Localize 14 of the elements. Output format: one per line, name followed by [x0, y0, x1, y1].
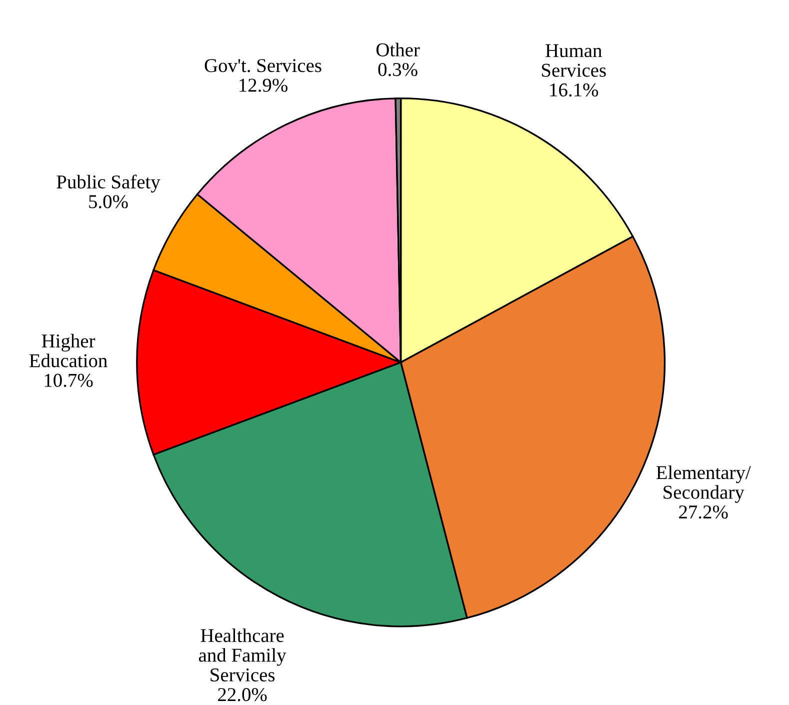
slice-label: Higher Education: [29, 334, 108, 368]
slice-label: Other: [376, 42, 420, 56]
data-label: 16.1%: [550, 83, 598, 97]
data-label: 22.0%: [218, 688, 267, 702]
data-label: 0.3%: [378, 62, 418, 76]
data-label: 10.7%: [44, 374, 93, 388]
slice-label: Human Services: [542, 44, 606, 77]
slice-label: Healthcare and Family Services: [198, 628, 286, 682]
slice-label: Gov't. Services: [204, 59, 322, 72]
slice-label: Public Safety: [56, 174, 160, 193]
data-label: 12.9%: [240, 78, 288, 92]
data-label: 5.0%: [89, 195, 128, 208]
slice-label: Elementary/ Secondary: [656, 465, 751, 503]
data-label: 27.2%: [679, 505, 728, 519]
